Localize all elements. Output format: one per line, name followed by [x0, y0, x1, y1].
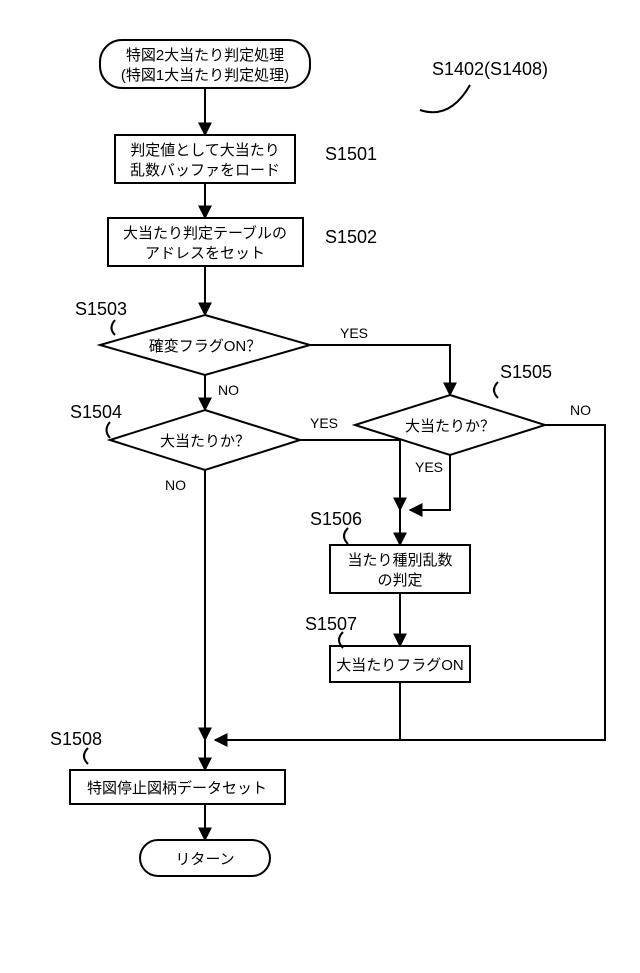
s1507-process: 大当たりフラグON [330, 646, 470, 682]
s1505-label-tie [494, 382, 498, 398]
s1502-label: S1502 [325, 227, 377, 247]
s1503-no: NO [218, 382, 239, 398]
start-line1: 特図2大当たり判定処理 [126, 47, 284, 64]
s1501-line2: 乱数バッファをロード [130, 162, 280, 179]
return-text: リターン [175, 851, 234, 868]
edge-s1507-merge [215, 682, 400, 740]
s1506-label: S1506 [310, 509, 362, 529]
s1501-label: S1501 [325, 144, 377, 164]
edge-s1503-yes [310, 345, 450, 395]
s1504-label-tie [107, 422, 111, 438]
s1506-label-tie [344, 528, 348, 544]
s1508-text: 特図停止図柄データセット [87, 779, 267, 797]
s1505-decision: 大当たりか？ [355, 395, 545, 455]
s1504-no: NO [165, 477, 186, 493]
s1502-line1: 大当たり判定テーブルの [123, 224, 287, 242]
s1504-decision: 大当たりか？ [110, 410, 300, 470]
s1506-process: 当たり種別乱数 の判定 [330, 545, 470, 593]
s1506-line1: 当たり種別乱数 [347, 552, 452, 569]
figure-ref-pointer [420, 85, 470, 112]
s1504-yes: YES [310, 415, 338, 431]
s1503-label: S1503 [75, 299, 127, 319]
s1501-process: 判定値として大当たり 乱数バッファをロード [115, 135, 295, 183]
s1503-text: 確変フラグON？ [149, 338, 262, 355]
s1502-line2: アドレスをセット [145, 245, 265, 262]
s1502-process: 大当たり判定テーブルの アドレスをセット [108, 218, 303, 266]
s1503-yes: YES [340, 325, 368, 341]
s1505-no: NO [570, 402, 591, 418]
figure-ref-label: S1402(S1408) [432, 59, 548, 79]
s1505-text: 大当たりか？ [405, 418, 495, 435]
s1508-label-tie [84, 748, 88, 764]
edge-s1504-yes [300, 440, 400, 510]
start-terminator: 特図2大当たり判定処理 (特図1大当たり判定処理) [100, 40, 310, 88]
s1508-process: 特図停止図柄データセット [70, 770, 285, 804]
s1507-text: 大当たりフラグON [336, 657, 464, 674]
s1504-text: 大当たりか？ [160, 433, 250, 450]
s1505-label: S1505 [500, 362, 552, 382]
s1506-line2: の判定 [377, 572, 422, 589]
s1508-label: S1508 [50, 729, 102, 749]
s1503-decision: 確変フラグON？ [100, 315, 310, 375]
s1507-label: S1507 [305, 614, 357, 634]
s1505-yes: YES [415, 459, 443, 475]
s1504-label: S1504 [70, 402, 122, 422]
start-line2: (特図1大当たり判定処理) [121, 67, 289, 84]
return-terminator: リターン [140, 840, 270, 876]
s1503-label-tie [112, 320, 116, 335]
s1501-line1: 判定値として大当たり [130, 142, 280, 159]
